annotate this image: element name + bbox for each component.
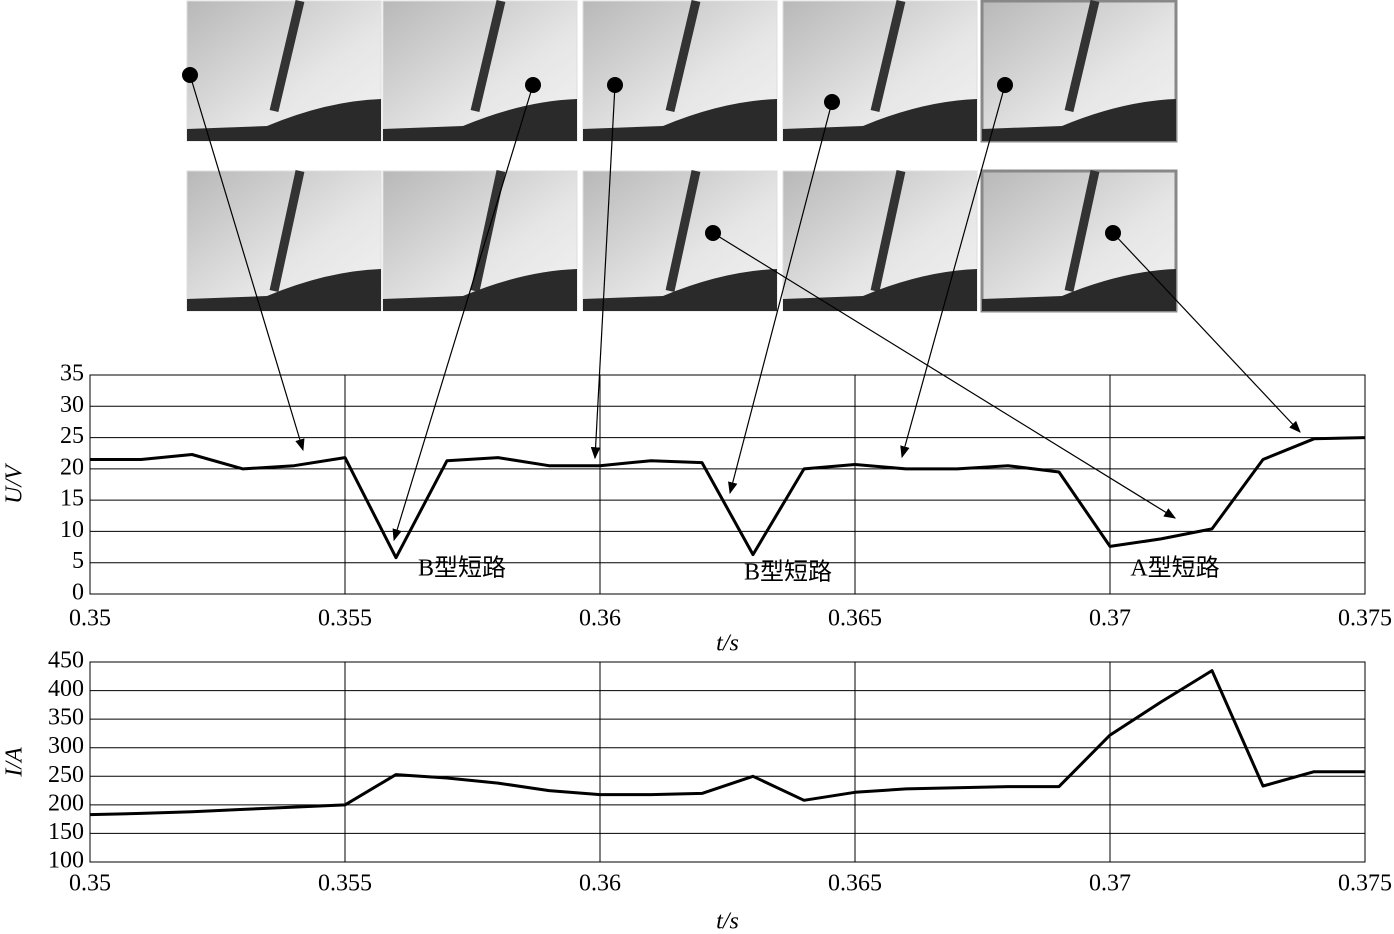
arrow	[392, 84, 534, 542]
y-tick-label: 25	[60, 423, 84, 449]
dot	[182, 67, 198, 83]
data-line	[90, 436, 1366, 560]
y-tick-label: 0	[72, 580, 84, 606]
electrode	[665, 170, 701, 292]
x-tick-label: 0.37	[1089, 606, 1131, 632]
data-line	[89, 669, 1365, 817]
x-tick-label: 0.36	[579, 871, 621, 897]
arrow	[728, 101, 833, 495]
y-tick-label: 150	[48, 819, 84, 845]
x-axis-label: t/s	[716, 909, 739, 934]
y-tick-label: 5	[72, 548, 84, 574]
electrode	[1064, 170, 1100, 292]
weld-pool	[383, 269, 577, 311]
electrode	[870, 0, 906, 113]
x-tick-label: 0.365	[828, 871, 882, 897]
y-tick-label: 350	[48, 705, 84, 731]
charts: 0 5 10 15 20 25 30 35 0.35 0.355 0.36 0.365 0.37 0.37…	[2, 361, 1393, 934]
x-tick-label: 0.375	[1338, 606, 1392, 632]
x-tick-label: 0.365	[828, 606, 882, 632]
y-tick-label: 30	[60, 392, 84, 418]
arrow	[1112, 232, 1301, 433]
plot-frame	[89, 661, 1366, 863]
arrow	[900, 84, 1006, 459]
y-tick-label: 200	[48, 790, 84, 816]
weld-pool	[982, 99, 1176, 141]
dot	[997, 77, 1013, 93]
y-axis-label: U/V	[2, 463, 28, 504]
electrode	[269, 0, 305, 113]
x-tick-label: 0.355	[318, 606, 372, 632]
x-axis-label: t/s	[716, 631, 739, 657]
weld-pool	[383, 99, 577, 141]
y-tick-label: 100	[48, 848, 84, 874]
photo-frames	[186, 0, 1178, 313]
y-tick-label: 35	[60, 361, 84, 387]
weld-pool	[783, 99, 977, 141]
electrode	[470, 0, 506, 113]
x-tick-label: 0.355	[318, 871, 372, 897]
arrow	[590, 84, 616, 460]
weld-pool	[982, 269, 1176, 311]
y-tick-label: 400	[48, 676, 84, 702]
dot	[607, 77, 623, 93]
weld-pool	[583, 269, 777, 311]
annotation: B型短路	[418, 555, 506, 582]
x-tick-label: 0.35	[69, 871, 111, 897]
y-tick-label: 20	[60, 454, 84, 480]
y-tick-label: 15	[60, 486, 84, 512]
y-tick-label: 450	[48, 648, 84, 674]
dot	[824, 94, 840, 110]
electrode	[665, 0, 701, 113]
electrode	[269, 170, 305, 292]
y-tick-label: 300	[48, 733, 84, 759]
y-axis-label: I/A	[2, 747, 28, 778]
weld-pool	[583, 99, 777, 141]
x-tick-label: 0.37	[1089, 871, 1131, 897]
arrow	[712, 232, 1177, 519]
y-tick-label: 10	[60, 517, 84, 543]
x-tick-label: 0.36	[579, 606, 621, 632]
y-tick-label: 250	[48, 762, 84, 788]
dot	[1105, 225, 1121, 241]
x-tick-label: 0.35	[69, 606, 111, 632]
weld-pool	[187, 269, 381, 311]
x-tick-label: 0.375	[1338, 871, 1392, 897]
dot	[705, 225, 721, 241]
dot	[525, 77, 541, 93]
annotation: A型短路	[1130, 555, 1219, 582]
weld-pool	[783, 269, 977, 311]
arrow	[189, 74, 305, 452]
electrode	[1064, 0, 1100, 113]
arrows	[182, 67, 1301, 542]
annotation: B型短路	[744, 559, 832, 586]
electrode	[870, 170, 906, 292]
weld-pool	[187, 99, 381, 141]
